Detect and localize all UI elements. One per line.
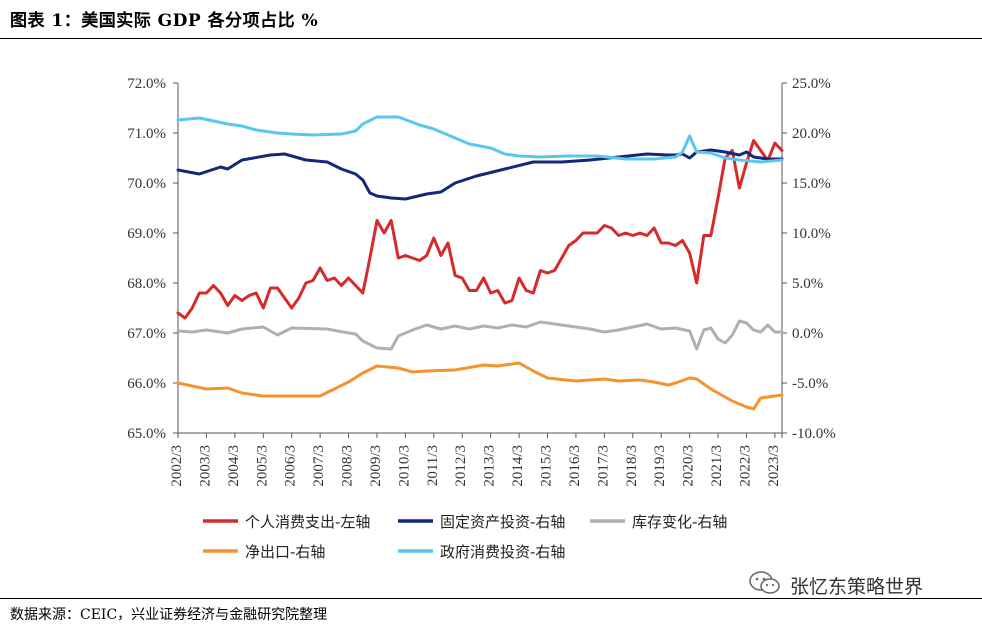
legend-label: 个人消费支出-左轴: [245, 513, 370, 531]
x-tick-label: 2011/3: [425, 445, 441, 486]
right-tick-label: 10.0%: [792, 226, 831, 242]
chart-canvas: 65.0% 66.0% 67.0% 68.0% 69.0% 70.0% 71.0% 72.0%…: [127, 76, 836, 561]
series-line-4: [176, 361, 784, 411]
x-tick-label: 2019/3: [652, 445, 668, 487]
legend-label: 政府消费投资-右轴: [440, 543, 565, 561]
top-rule: [0, 38, 982, 39]
x-tick-label: 2004/3: [226, 445, 242, 487]
x-tick-label: 2002/3: [169, 445, 185, 487]
x-tick-label: 2023/3: [766, 445, 782, 487]
x-tick-label: 2010/3: [396, 445, 412, 487]
right-tick-label: 15.0%: [792, 176, 831, 192]
x-tick-label: 2007/3: [311, 445, 327, 487]
series-line-1: [176, 139, 784, 320]
x-tick-label: 2014/3: [510, 445, 526, 487]
legend-label: 库存变化-右轴: [632, 513, 727, 531]
right-tick-label: -10.0%: [792, 426, 836, 442]
right-tick-label: 5.0%: [792, 276, 823, 292]
x-tick-label: 2017/3: [595, 445, 611, 487]
series-line-5: [176, 115, 784, 164]
right-tick-label: 20.0%: [792, 126, 831, 142]
left-tick-label: 70.0%: [127, 176, 166, 192]
bottom-rule: [0, 598, 982, 599]
x-tick-label: 2020/3: [681, 445, 697, 487]
source-note: 数据来源：CEIC，兴业证券经济与金融研究院整理: [10, 607, 328, 623]
left-tick-label: 65.0%: [127, 426, 166, 442]
x-tick-label: 2008/3: [340, 445, 356, 487]
right-tick-label: 0.0%: [792, 326, 823, 342]
right-tick-label: -5.0%: [792, 376, 828, 392]
x-tick-label: 2016/3: [567, 445, 583, 487]
x-tick-label: 2015/3: [539, 445, 555, 487]
watermark-text: 张忆东策略世界: [790, 576, 924, 598]
left-tick-label: 66.0%: [127, 376, 166, 392]
left-tick-label: 69.0%: [127, 226, 166, 242]
left-tick-label: 72.0%: [127, 76, 166, 92]
x-tick-label: 2012/3: [453, 445, 469, 487]
x-tick-label: 2005/3: [254, 445, 270, 487]
chart-title: 图表 1：美国实际 GDP 各分项占比 %: [10, 11, 319, 31]
series-line-3: [176, 319, 784, 351]
x-tick-label: 2009/3: [368, 445, 384, 487]
left-tick-label: 71.0%: [127, 126, 166, 142]
series-line-2: [176, 148, 784, 201]
x-tick-label: 2021/3: [709, 445, 725, 487]
legend-label: 固定资产投资-右轴: [440, 513, 565, 531]
left-tick-label: 68.0%: [127, 276, 166, 292]
left-tick-label: 67.0%: [127, 326, 166, 342]
x-tick-label: 2022/3: [737, 445, 753, 487]
right-tick-label: 25.0%: [792, 76, 831, 92]
wechat-icon: [749, 571, 780, 594]
x-tick-label: 2003/3: [197, 445, 213, 487]
legend-label: 净出口-右轴: [245, 543, 325, 561]
x-tick-label: 2006/3: [283, 445, 299, 487]
x-tick-label: 2018/3: [624, 445, 640, 487]
x-tick-label: 2013/3: [482, 445, 498, 487]
